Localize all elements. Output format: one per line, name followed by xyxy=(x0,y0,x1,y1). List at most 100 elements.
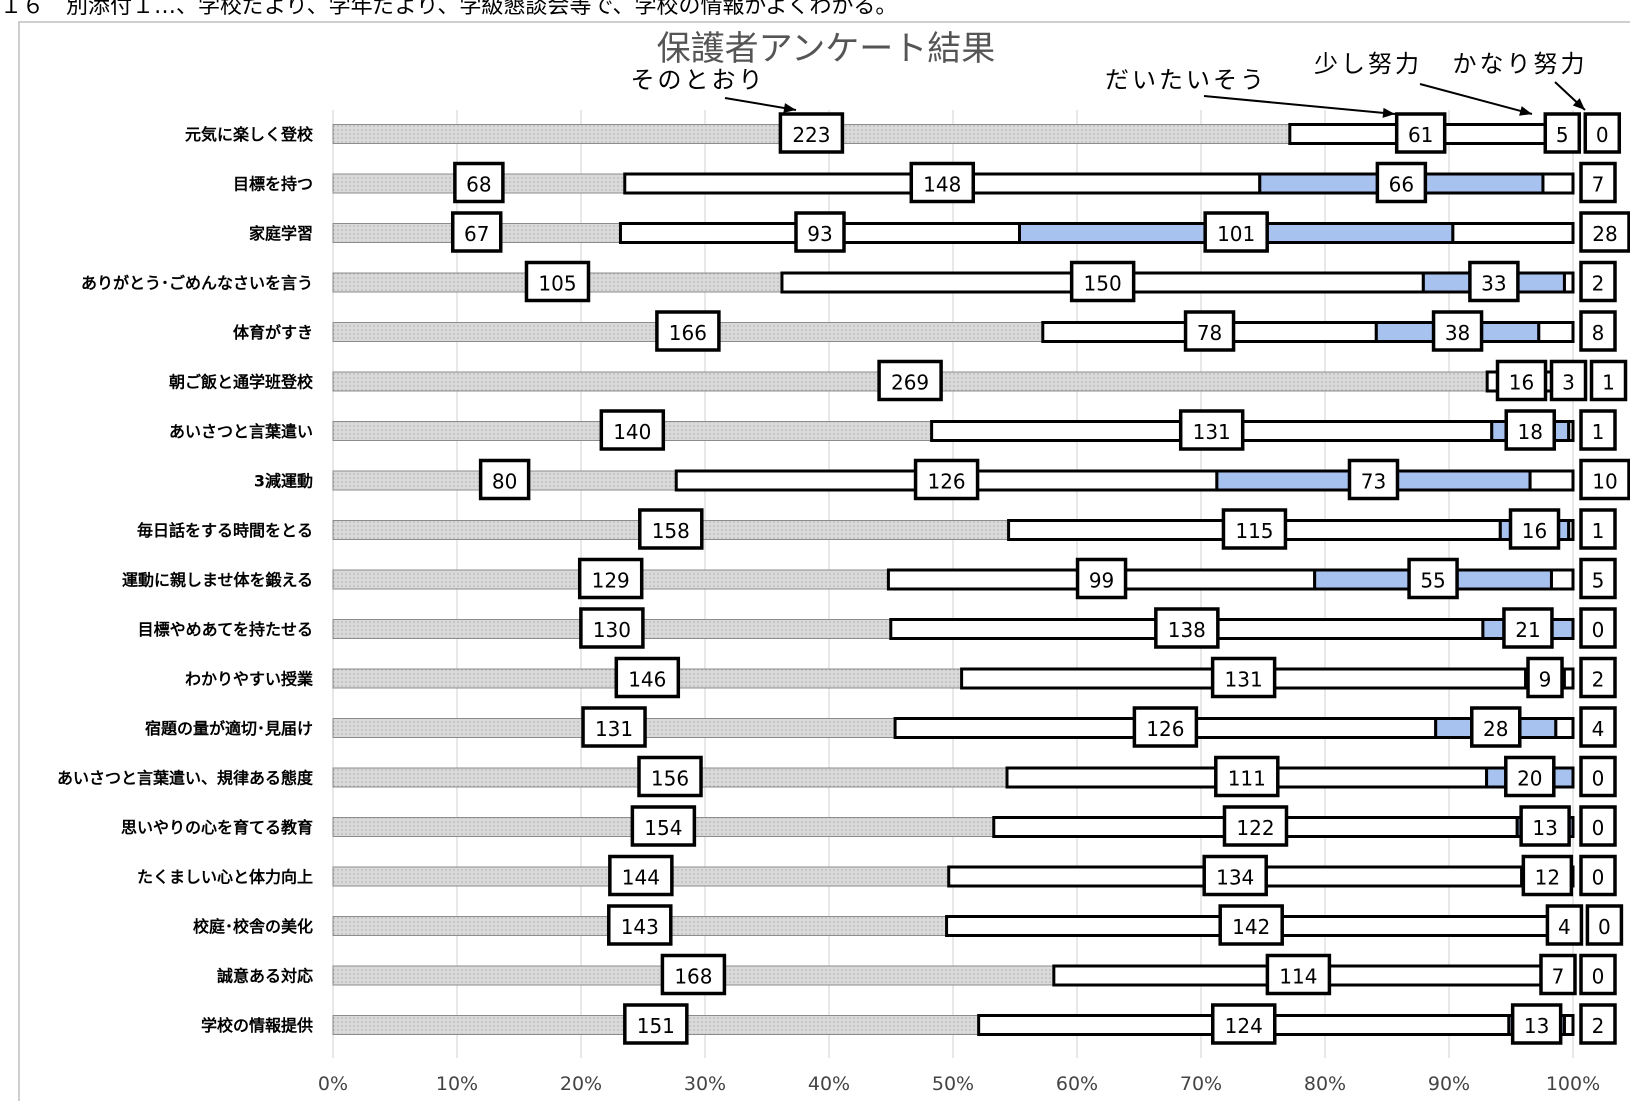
value-label-box xyxy=(599,409,666,451)
bar-segment-4 xyxy=(1549,568,1575,591)
value-label: 7 xyxy=(1552,965,1565,989)
value-label-box xyxy=(1375,161,1428,204)
category-label: 誠意ある対応 xyxy=(217,967,313,986)
value-label: 114 xyxy=(1279,965,1317,989)
x-tick-label: 0% xyxy=(318,1073,348,1095)
value-label-box xyxy=(1539,953,1577,996)
value-label: 0 xyxy=(1592,866,1605,890)
value-label-box xyxy=(1579,508,1617,550)
value-label: 33 xyxy=(1481,272,1506,296)
value-label-box xyxy=(1347,458,1400,501)
value-label: 131 xyxy=(595,717,633,741)
value-label-box xyxy=(1579,458,1630,501)
value-label-box xyxy=(1470,706,1522,748)
value-label: 131 xyxy=(1225,668,1263,692)
value-label-box xyxy=(453,161,505,204)
value-label-box xyxy=(1519,805,1571,847)
value-label: 124 xyxy=(1225,1014,1263,1038)
value-label-box xyxy=(909,161,976,204)
value-label: 148 xyxy=(923,173,961,197)
value-label: 13 xyxy=(1532,816,1557,840)
value-label: 4 xyxy=(1558,915,1571,939)
value-label: 20 xyxy=(1517,767,1542,791)
value-label: 73 xyxy=(1361,470,1386,494)
value-label: 0 xyxy=(1592,965,1605,989)
value-label-box xyxy=(478,458,531,501)
value-label-box xyxy=(1183,310,1236,352)
value-label-box xyxy=(1579,161,1617,204)
value-label-box xyxy=(794,211,846,253)
value-label-box xyxy=(1526,656,1564,699)
value-label: 4 xyxy=(1592,717,1605,741)
value-label: 101 xyxy=(1217,222,1255,246)
value-label: 99 xyxy=(1089,569,1114,593)
value-label-box xyxy=(1579,953,1617,996)
value-label: 55 xyxy=(1420,569,1445,593)
value-label-box xyxy=(1579,805,1617,847)
value-label: 146 xyxy=(628,668,666,692)
value-label: 38 xyxy=(1445,321,1470,345)
series-name-label: だいたいそう xyxy=(1105,66,1267,94)
value-label-box xyxy=(1579,409,1617,451)
value-label-box xyxy=(1549,359,1588,402)
series-leader-arrowhead xyxy=(1382,107,1395,118)
series-leader-line xyxy=(1419,83,1533,115)
category-label: あいさつと言葉遣い、規律ある態度 xyxy=(57,769,314,788)
bar-segment-4 xyxy=(1562,667,1575,690)
value-label-box xyxy=(1210,656,1277,699)
value-label: 138 xyxy=(1168,618,1206,642)
value-label-box xyxy=(608,854,674,897)
value-label: 10 xyxy=(1592,470,1617,494)
value-label-box xyxy=(1468,260,1520,303)
value-label-box xyxy=(630,805,697,847)
value-label: 93 xyxy=(807,222,832,246)
value-label-box xyxy=(1579,1003,1617,1045)
value-label-box xyxy=(638,508,704,550)
chart-title: 保護者アンケート結果 xyxy=(657,29,996,69)
value-label-box xyxy=(1583,112,1622,154)
value-label-box xyxy=(877,359,943,402)
value-label: 13 xyxy=(1524,1014,1549,1038)
value-label: 2 xyxy=(1592,1014,1605,1038)
value-label-box xyxy=(1211,1003,1277,1045)
value-label-box xyxy=(1154,607,1220,649)
value-label-box xyxy=(1495,359,1548,402)
value-label: 7 xyxy=(1592,173,1605,197)
value-label-box xyxy=(1222,805,1289,847)
value-label: 2 xyxy=(1592,668,1605,692)
value-label-box xyxy=(1543,112,1582,154)
value-label: 16 xyxy=(1522,519,1547,543)
category-label: 思いやりの心を育てる教育 xyxy=(121,818,313,837)
value-label: 154 xyxy=(644,816,682,840)
value-label-box xyxy=(1178,409,1245,451)
value-label: 0 xyxy=(1596,123,1609,147)
series-name-label: そのとおり xyxy=(631,66,766,94)
value-label: 168 xyxy=(674,965,712,989)
value-label-box xyxy=(1203,211,1269,253)
bar-segment-4 xyxy=(1562,1014,1575,1036)
value-label-box xyxy=(660,953,727,996)
value-label-box xyxy=(1579,310,1617,352)
value-label-box xyxy=(1407,557,1459,600)
value-label-box xyxy=(581,706,647,748)
value-label-box xyxy=(577,557,644,600)
bar-segment-4 xyxy=(1528,469,1575,492)
value-label-box xyxy=(1579,755,1617,798)
value-label-box xyxy=(1431,310,1484,352)
category-label: 体育がすき xyxy=(233,323,313,342)
value-label-box xyxy=(450,211,503,253)
value-label-box xyxy=(1579,854,1617,897)
value-label: 158 xyxy=(652,519,690,543)
value-label-box xyxy=(1579,211,1630,253)
value-label-box xyxy=(1579,706,1617,748)
value-label: 269 xyxy=(891,371,929,395)
x-tick-label: 40% xyxy=(808,1073,850,1095)
value-label: 78 xyxy=(1197,321,1222,345)
value-label: 0 xyxy=(1598,915,1611,939)
bar-segment-4 xyxy=(1451,222,1575,244)
category-label: 目標やめあてを持たせる xyxy=(138,620,313,639)
category-label: ありがとう･ごめんなさいを言う xyxy=(81,274,313,293)
value-label-box xyxy=(1521,854,1574,897)
value-label: 105 xyxy=(538,272,576,296)
value-label: 0 xyxy=(1592,767,1605,791)
